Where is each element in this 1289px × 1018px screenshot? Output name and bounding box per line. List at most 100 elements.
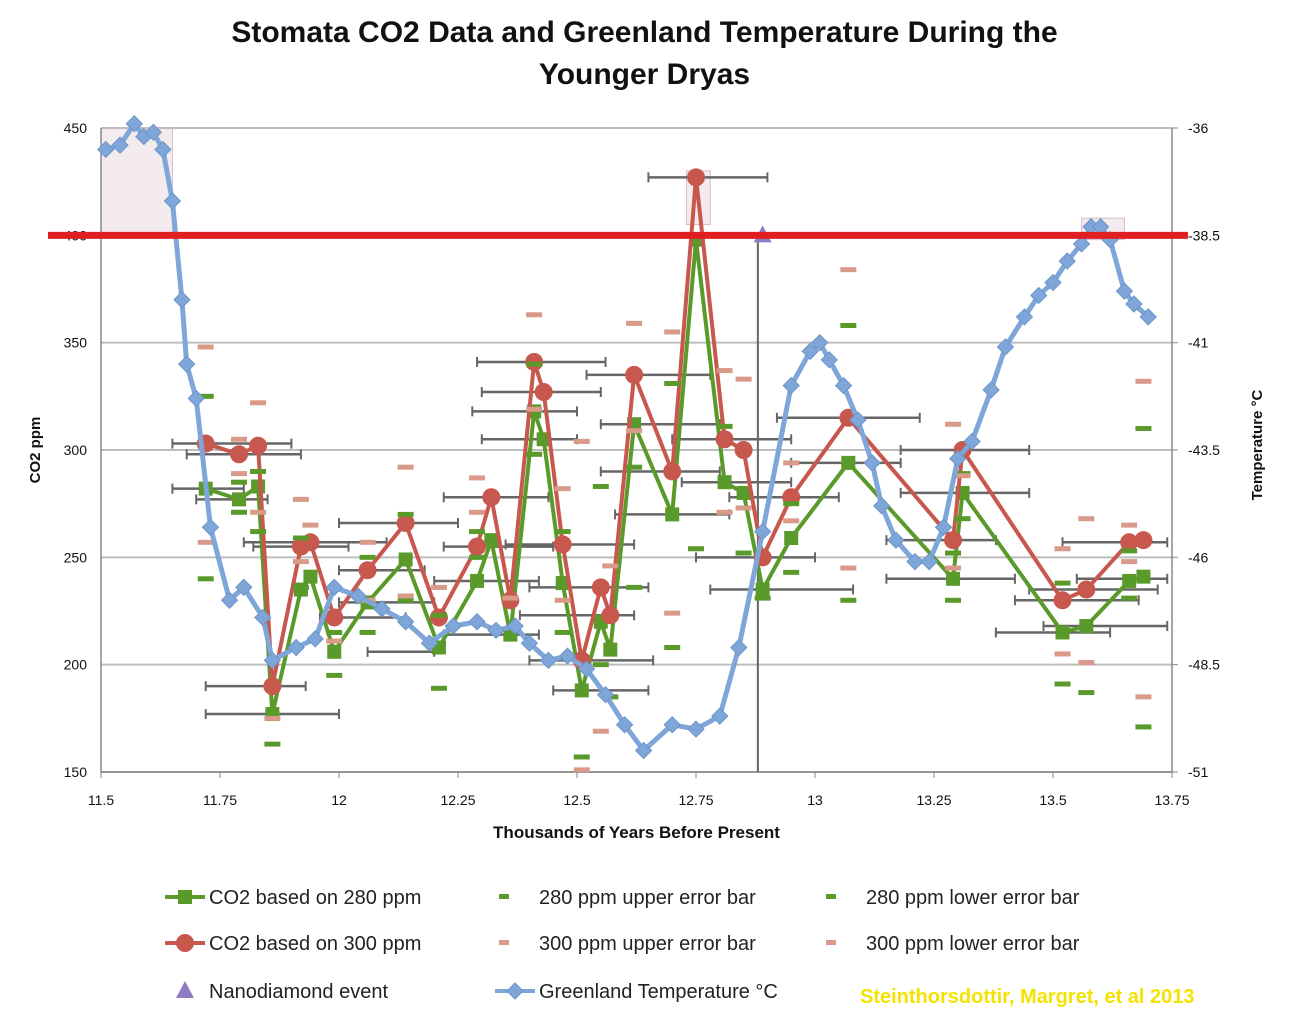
- y-right-tick-label: -46: [1188, 549, 1208, 565]
- data-point: [736, 485, 751, 500]
- data-point: [526, 451, 543, 457]
- data-point: [945, 421, 962, 427]
- data-point: [840, 322, 857, 328]
- x-tick-label: 13: [807, 792, 823, 808]
- data-point: [1121, 522, 1138, 528]
- data-point: [1054, 681, 1071, 687]
- data-point: [325, 608, 344, 627]
- data-point: [468, 537, 487, 556]
- data-point: [263, 677, 282, 696]
- data-point: [1015, 308, 1034, 326]
- data-point: [1077, 580, 1096, 599]
- data-point: [558, 647, 577, 665]
- data-point: [944, 531, 963, 550]
- data-point: [664, 610, 681, 616]
- data-point: [469, 554, 486, 560]
- data-point: [887, 531, 905, 549]
- data-point: [397, 464, 414, 470]
- data-point: [326, 629, 343, 635]
- data-point: [468, 613, 486, 631]
- data-point: [801, 342, 819, 360]
- data-point: [664, 644, 681, 650]
- data-point: [469, 475, 486, 481]
- legend-label: 280 ppm lower error bar: [866, 887, 1080, 909]
- data-point: [359, 554, 376, 560]
- data-point: [553, 535, 572, 554]
- data-point: [626, 584, 643, 590]
- data-point: [602, 563, 619, 569]
- x-tick-label: 12: [331, 792, 347, 808]
- x-error-bar: [204, 681, 307, 692]
- legend-label: CO2 based on 300 ppm: [209, 933, 421, 955]
- legend-swatch: [176, 981, 194, 998]
- data-point: [554, 597, 571, 603]
- data-point: [963, 432, 981, 451]
- data-point: [249, 436, 268, 455]
- y-left-tick-label: 250: [64, 549, 88, 565]
- data-point: [1079, 619, 1094, 634]
- x-tick-label: 13.5: [1039, 792, 1066, 808]
- data-point: [1055, 625, 1070, 640]
- x-tick-label: 13.75: [1154, 792, 1189, 808]
- legend-swatch: [506, 982, 524, 1000]
- data-point: [663, 462, 682, 481]
- y-left-tick-label: 350: [64, 335, 88, 351]
- x-error-bar: [585, 369, 712, 380]
- data-point: [487, 621, 505, 640]
- chart-title: Stomata CO2 Data and Greenland Temperatu…: [0, 12, 1289, 96]
- data-point: [197, 344, 214, 350]
- data-point: [292, 496, 309, 502]
- y-right-axis-label: Temperature °C: [1249, 389, 1266, 500]
- data-point: [197, 539, 214, 545]
- data-point: [945, 597, 962, 603]
- data-point: [163, 192, 182, 210]
- data-point: [264, 715, 281, 721]
- y-left-axis-label: CO2 ppm: [27, 417, 44, 484]
- chart-title-line1: Stomata CO2 Data and Greenland Temperatu…: [231, 16, 1058, 49]
- data-point: [1058, 252, 1076, 270]
- data-point: [820, 351, 838, 369]
- y-right-tick-label: -41: [1188, 335, 1208, 351]
- legend-item: 280 ppm upper error bar: [499, 887, 756, 909]
- legend-swatch: [176, 934, 194, 952]
- x-error-bar: [471, 406, 578, 417]
- data-point: [250, 400, 267, 406]
- data-point: [687, 720, 705, 738]
- data-point: [949, 449, 967, 468]
- data-point: [1054, 580, 1071, 586]
- legend-label: CO2 based on 280 ppm: [209, 887, 421, 909]
- data-point: [1125, 295, 1143, 313]
- x-tick-label: 12.75: [678, 792, 713, 808]
- data-point: [359, 629, 376, 635]
- data-point: [302, 522, 319, 528]
- data-point: [539, 651, 558, 670]
- y-right-tick-label: -51: [1188, 764, 1208, 780]
- data-point: [554, 629, 571, 635]
- data-point: [755, 582, 770, 597]
- data-point: [934, 518, 953, 536]
- data-point: [231, 509, 248, 515]
- data-point: [303, 569, 318, 584]
- data-point: [232, 492, 247, 507]
- data-point: [469, 529, 486, 535]
- data-point: [596, 686, 615, 704]
- data-point: [592, 662, 609, 668]
- data-point: [573, 754, 590, 760]
- data-point: [144, 123, 163, 142]
- data-point: [526, 361, 543, 367]
- data-point: [97, 140, 115, 159]
- data-point: [534, 383, 553, 402]
- data-point: [577, 660, 596, 678]
- y-right-tick-label: -48.5: [1188, 657, 1220, 673]
- series-co2-based-on-300-ppm: [196, 168, 1153, 696]
- data-point: [250, 509, 267, 515]
- data-point: [782, 376, 800, 395]
- x-error-bar: [709, 584, 855, 595]
- legend-swatch: [826, 940, 836, 945]
- y-left-tick-label: 200: [64, 657, 88, 673]
- data-point: [601, 606, 620, 625]
- data-point: [688, 546, 704, 552]
- data-point: [420, 634, 439, 652]
- data-point: [1054, 546, 1071, 552]
- data-point: [715, 430, 734, 449]
